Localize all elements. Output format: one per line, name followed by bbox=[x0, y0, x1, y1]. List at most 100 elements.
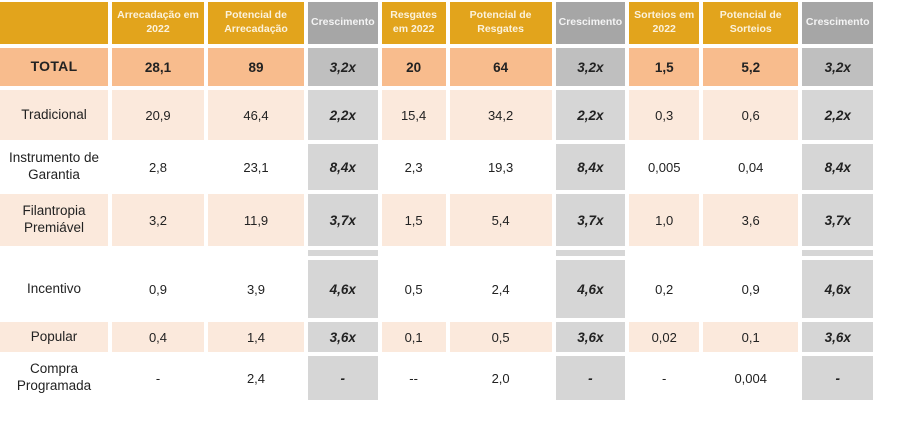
spacer-cell bbox=[0, 250, 108, 256]
cell: 2,4 bbox=[208, 356, 304, 400]
cell-growth: 3,2x bbox=[308, 48, 378, 86]
data-table: Arrecadação em 2022 Potencial de Arrecad… bbox=[0, 2, 874, 400]
cell: -- bbox=[381, 356, 446, 400]
corner-header-cell bbox=[0, 2, 108, 44]
cell: 0,1 bbox=[381, 322, 446, 352]
cell: 0,3 bbox=[629, 90, 700, 140]
cell-growth: - bbox=[308, 356, 378, 400]
cell: 28,1 bbox=[112, 48, 204, 86]
cell-growth: 3,7x bbox=[308, 194, 378, 246]
cell-growth: - bbox=[802, 356, 874, 400]
row-label: TOTAL bbox=[0, 48, 108, 86]
table-row-filantropia-premiavel: Filantropia Premiável 3,2 11,9 3,7x 1,5 … bbox=[0, 194, 874, 246]
cell: 0,1 bbox=[703, 322, 799, 352]
table-row-popular: Popular 0,4 1,4 3,6x 0,1 0,5 3,6x 0,02 0… bbox=[0, 322, 874, 352]
cell: 15,4 bbox=[381, 90, 446, 140]
cell: 0,2 bbox=[629, 260, 700, 318]
cell: 1,4 bbox=[208, 322, 304, 352]
row-label: Popular bbox=[0, 322, 108, 352]
cell-growth: 8,4x bbox=[802, 144, 874, 190]
cell-growth: 3,7x bbox=[802, 194, 874, 246]
cell-growth: 2,2x bbox=[308, 90, 378, 140]
cell: 3,2 bbox=[112, 194, 204, 246]
cell: 1,0 bbox=[629, 194, 700, 246]
spacer-cell bbox=[450, 250, 552, 256]
cell: 2,3 bbox=[381, 144, 446, 190]
table-row-instrumento-de-garantia: Instrumento de Garantia 2,8 23,1 8,4x 2,… bbox=[0, 144, 874, 190]
col-header-arrecadacao-2022: Arrecadação em 2022 bbox=[112, 2, 204, 44]
table-row-tradicional: Tradicional 20,9 46,4 2,2x 15,4 34,2 2,2… bbox=[0, 90, 874, 140]
section-spacer-row bbox=[0, 250, 874, 256]
cell: 5,4 bbox=[449, 194, 552, 246]
cell: 3,6 bbox=[703, 194, 799, 246]
cell: 2,0 bbox=[449, 356, 552, 400]
cell: 46,4 bbox=[208, 90, 304, 140]
cell: 0,02 bbox=[629, 322, 700, 352]
spacer-cell bbox=[555, 250, 626, 256]
cell: 3,9 bbox=[208, 260, 304, 318]
cell: 11,9 bbox=[208, 194, 304, 246]
cell: 0,5 bbox=[381, 260, 446, 318]
cell-growth: 2,2x bbox=[555, 90, 626, 140]
cell-growth: 3,2x bbox=[555, 48, 626, 86]
spacer-cell bbox=[308, 250, 378, 256]
cell-growth: 4,6x bbox=[308, 260, 378, 318]
cell: 23,1 bbox=[208, 144, 304, 190]
cell-growth: 3,7x bbox=[555, 194, 626, 246]
cell-growth: 4,6x bbox=[802, 260, 874, 318]
table-row-incentivo: Incentivo 0,9 3,9 4,6x 0,5 2,4 4,6x 0,2 … bbox=[0, 260, 874, 318]
col-header-resgates-2022: Resgates em 2022 bbox=[381, 2, 446, 44]
cell-growth: 8,4x bbox=[308, 144, 378, 190]
cell: 0,005 bbox=[629, 144, 700, 190]
cell: 0,9 bbox=[112, 260, 204, 318]
col-header-potencial-arrecadacao: Potencial de Arrecadação bbox=[208, 2, 304, 44]
cell: 2,4 bbox=[449, 260, 552, 318]
row-label: Instrumento de Garantia bbox=[0, 144, 108, 190]
cell: 0,04 bbox=[703, 144, 799, 190]
header-row: Arrecadação em 2022 Potencial de Arrecad… bbox=[0, 2, 874, 44]
cell-growth: - bbox=[555, 356, 626, 400]
col-header-sorteios-2022: Sorteios em 2022 bbox=[629, 2, 700, 44]
col-header-crescimento-1: Crescimento bbox=[308, 2, 378, 44]
cell-growth: 4,6x bbox=[555, 260, 626, 318]
col-header-crescimento-3: Crescimento bbox=[802, 2, 874, 44]
cell: 2,8 bbox=[112, 144, 204, 190]
cell-growth: 3,6x bbox=[802, 322, 874, 352]
cell-growth: 3,6x bbox=[308, 322, 378, 352]
cell: 0,5 bbox=[449, 322, 552, 352]
cell: - bbox=[629, 356, 700, 400]
col-header-crescimento-2: Crescimento bbox=[555, 2, 626, 44]
row-label: Compra Programada bbox=[0, 356, 108, 400]
cell-growth: 8,4x bbox=[555, 144, 626, 190]
cell: 0,4 bbox=[112, 322, 204, 352]
cell: 19,3 bbox=[449, 144, 552, 190]
cell: 89 bbox=[208, 48, 304, 86]
table-row-total: TOTAL 28,1 89 3,2x 20 64 3,2x 1,5 5,2 3,… bbox=[0, 48, 874, 86]
cell: 64 bbox=[449, 48, 552, 86]
cell: - bbox=[112, 356, 204, 400]
cell: 1,5 bbox=[629, 48, 700, 86]
table-row-compra-programada: Compra Programada - 2,4 - -- 2,0 - - 0,0… bbox=[0, 356, 874, 400]
col-header-potencial-resgates: Potencial de Resgates bbox=[449, 2, 552, 44]
cell: 20,9 bbox=[112, 90, 204, 140]
spacer-cell bbox=[802, 250, 874, 256]
row-label: Incentivo bbox=[0, 260, 108, 318]
spacer-cell bbox=[703, 250, 798, 256]
spacer-cell bbox=[382, 250, 446, 256]
cell: 0,004 bbox=[703, 356, 799, 400]
spacer-cell bbox=[629, 250, 699, 256]
cell: 34,2 bbox=[449, 90, 552, 140]
spacer-cell bbox=[208, 250, 304, 256]
cell: 5,2 bbox=[703, 48, 799, 86]
cell: 20 bbox=[381, 48, 446, 86]
row-label: Tradicional bbox=[0, 90, 108, 140]
cell-growth: 2,2x bbox=[802, 90, 874, 140]
cell-growth: 3,6x bbox=[555, 322, 626, 352]
cell: 1,5 bbox=[381, 194, 446, 246]
row-label: Filantropia Premiável bbox=[0, 194, 108, 246]
col-header-potencial-sorteios: Potencial de Sorteios bbox=[703, 2, 799, 44]
spacer-cell bbox=[112, 250, 204, 256]
cell: 0,9 bbox=[703, 260, 799, 318]
cell: 0,6 bbox=[703, 90, 799, 140]
